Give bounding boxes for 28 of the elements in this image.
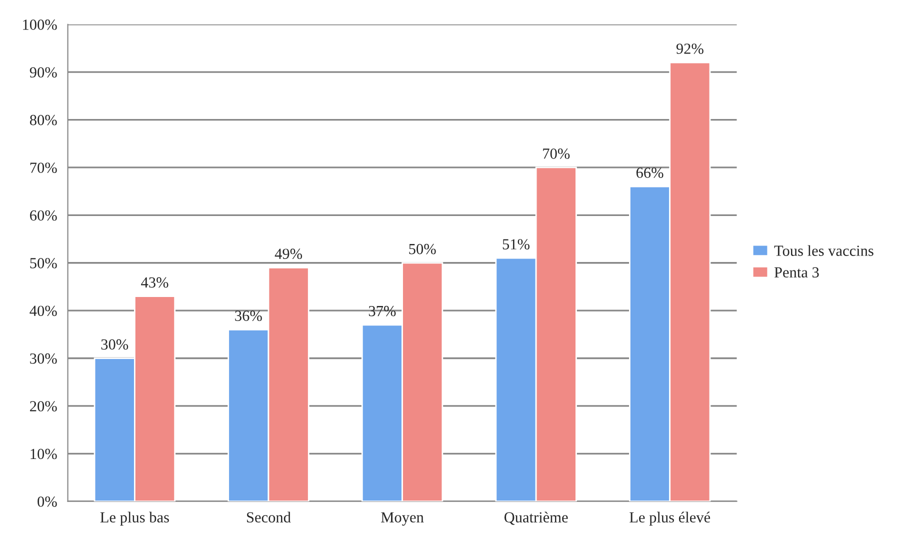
x-tick-label: Second (247, 512, 291, 523)
data-label: 43% (141, 277, 168, 288)
data-label: 51% (502, 239, 530, 250)
y-tick-label: 60% (30, 210, 57, 221)
y-tick-label: 100% (23, 20, 57, 30)
y-tick-label: 50% (30, 258, 57, 268)
legend-label: Tous les vaccins (774, 245, 874, 256)
y-tick-label: 20% (30, 401, 57, 412)
y-tick-label: 80% (30, 114, 57, 126)
x-tick-label: Le plus élevé (630, 512, 710, 526)
y-tick-label: 90% (30, 67, 57, 78)
y-tick-label: 0% (38, 496, 57, 507)
y-tick-label: 30% (30, 353, 57, 364)
y-tick-label: 70% (30, 162, 57, 173)
data-label: 92% (676, 44, 704, 54)
data-label: 30% (101, 339, 128, 350)
data-label: 70% (543, 148, 570, 159)
x-tick-label: Quatrième (504, 512, 568, 525)
data-label: 66% (636, 168, 664, 178)
data-label: 36% (235, 310, 262, 322)
data-label: 37% (368, 306, 396, 316)
y-tick-label: 10% (30, 448, 57, 460)
data-label: 49% (274, 248, 302, 260)
x-tick-label: Moyen (381, 512, 424, 526)
data-label: 50% (409, 244, 436, 254)
legend-label: Penta 3 (774, 267, 819, 278)
x-tick-label: Le plus bas (100, 512, 169, 526)
y-tick-label: 40% (30, 306, 57, 316)
